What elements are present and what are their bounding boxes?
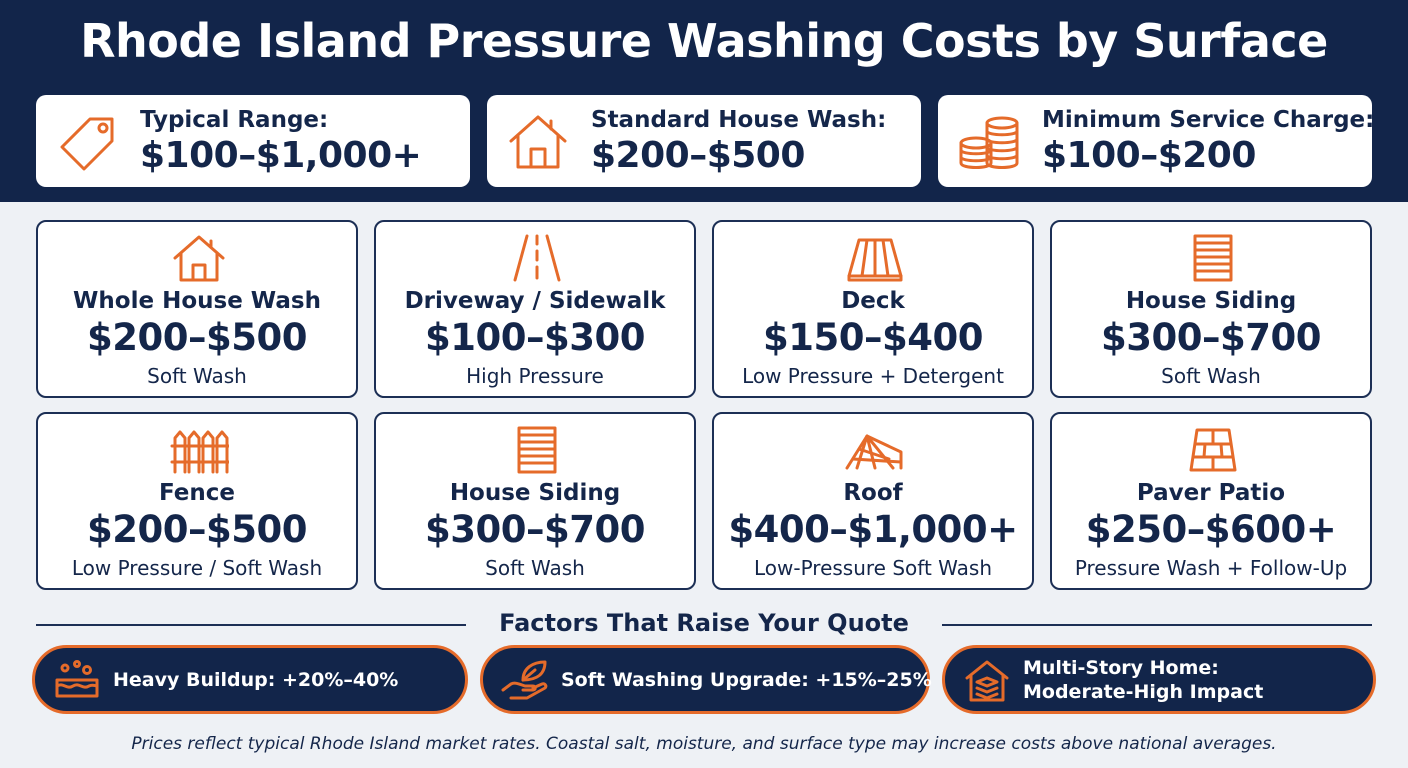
surface-method: Low-Pressure Soft Wash xyxy=(753,556,993,580)
house-icon xyxy=(509,115,567,169)
surface-method: Low Pressure + Detergent xyxy=(742,364,1004,388)
summary-label: Minimum Service Charge: xyxy=(1042,107,1375,133)
surface-method: Soft Wash xyxy=(147,364,247,388)
footnote: Prices reflect typical Rhode Island mark… xyxy=(131,734,1277,754)
surface-card-house-siding-2: House Siding $300–$700 Soft Wash xyxy=(374,412,696,590)
surface-price: $400–$1,000+ xyxy=(728,508,1018,551)
summary-label: Typical Range: xyxy=(140,107,329,133)
siding-icon xyxy=(517,426,557,474)
surface-name: Driveway / Sidewalk xyxy=(404,288,666,314)
road-icon xyxy=(513,234,561,282)
surface-price: $150–$400 xyxy=(763,316,983,359)
surface-card-roof: Roof $400–$1,000+ Low-Pressure Soft Wash xyxy=(712,412,1034,590)
surface-method: Soft Wash xyxy=(1161,364,1261,388)
surface-price: $300–$700 xyxy=(1101,316,1321,359)
surface-name: Paver Patio xyxy=(1136,480,1286,506)
divider-right xyxy=(942,624,1372,626)
surface-card-driveway-sidewalk: Driveway / Sidewalk $100–$300 High Press… xyxy=(374,220,696,398)
summary-card-typical-range: Typical Range: $100–$1,000+ xyxy=(36,95,470,187)
surface-name: Fence xyxy=(159,480,235,506)
surface-price: $200–$500 xyxy=(87,508,307,551)
surface-card-house-siding: House Siding $300–$700 Soft Wash xyxy=(1050,220,1372,398)
surface-name: House Siding xyxy=(1125,288,1297,314)
summary-value: $100–$1,000+ xyxy=(140,135,422,176)
factor-text-line1: Multi-Story Home: xyxy=(1023,656,1219,679)
surface-method: Pressure Wash + Follow-Up xyxy=(1074,556,1348,580)
siding-icon xyxy=(1193,234,1233,282)
factor-pill-soft-washing-upgrade: Soft Washing Upgrade: +15%–25% xyxy=(480,645,932,714)
buildup-icon xyxy=(55,660,99,698)
surface-card-deck: Deck $150–$400 Low Pressure + Detergent xyxy=(712,220,1034,398)
summary-card-house-wash: Standard House Wash: $200–$500 xyxy=(487,95,921,187)
divider-left xyxy=(36,624,466,626)
coins-icon xyxy=(959,116,1019,169)
house-icon xyxy=(173,235,225,282)
roof-icon xyxy=(845,434,903,470)
factor-text: Heavy Buildup: +20%–40% xyxy=(113,668,399,691)
surface-name: Roof xyxy=(843,480,903,506)
surface-price: $100–$300 xyxy=(425,316,645,359)
surface-price: $200–$500 xyxy=(87,316,307,359)
page-title: Rhode Island Pressure Washing Costs by S… xyxy=(80,14,1328,68)
deck-icon xyxy=(847,238,903,282)
multi-story-home-icon xyxy=(965,660,1009,702)
surface-price: $300–$700 xyxy=(425,508,645,551)
summary-card-minimum-charge: Minimum Service Charge: $100–$200 xyxy=(938,95,1375,187)
hand-leaf-icon xyxy=(501,660,548,700)
fence-icon xyxy=(170,430,229,474)
factor-pill-heavy-buildup: Heavy Buildup: +20%–40% xyxy=(32,645,468,714)
surface-name: House Siding xyxy=(449,480,621,506)
paver-icon xyxy=(1189,428,1237,472)
summary-label: Standard House Wash: xyxy=(591,107,887,133)
surface-card-fence: Fence $200–$500 Low Pressure / Soft Wash xyxy=(36,412,358,590)
factor-pill-multi-story-home: Multi-Story Home: Moderate-High Impact xyxy=(942,645,1376,714)
factor-text-line2: Moderate-High Impact xyxy=(1023,680,1264,703)
header-banner: Rhode Island Pressure Washing Costs by S… xyxy=(0,0,1408,202)
surface-price: $250–$600+ xyxy=(1085,508,1337,551)
factors-title: Factors That Raise Your Quote xyxy=(499,609,909,637)
summary-value: $100–$200 xyxy=(1042,135,1256,176)
surface-card-whole-house-wash: Whole House Wash $200–$500 Soft Wash xyxy=(36,220,358,398)
surface-name: Deck xyxy=(841,288,905,314)
summary-value: $200–$500 xyxy=(591,135,805,176)
factor-text: Soft Washing Upgrade: +15%–25% xyxy=(561,668,932,691)
price-tag-icon xyxy=(60,117,114,171)
surface-method: Soft Wash xyxy=(485,556,585,580)
surface-method: High Pressure xyxy=(466,364,604,388)
surface-method: Low Pressure / Soft Wash xyxy=(71,556,323,580)
surface-name: Whole House Wash xyxy=(73,288,321,314)
surface-card-paver-patio: Paver Patio $250–$600+ Pressure Wash + F… xyxy=(1050,412,1372,590)
factor-text: Multi-Story Home: Moderate-High Impact xyxy=(1023,648,1263,711)
